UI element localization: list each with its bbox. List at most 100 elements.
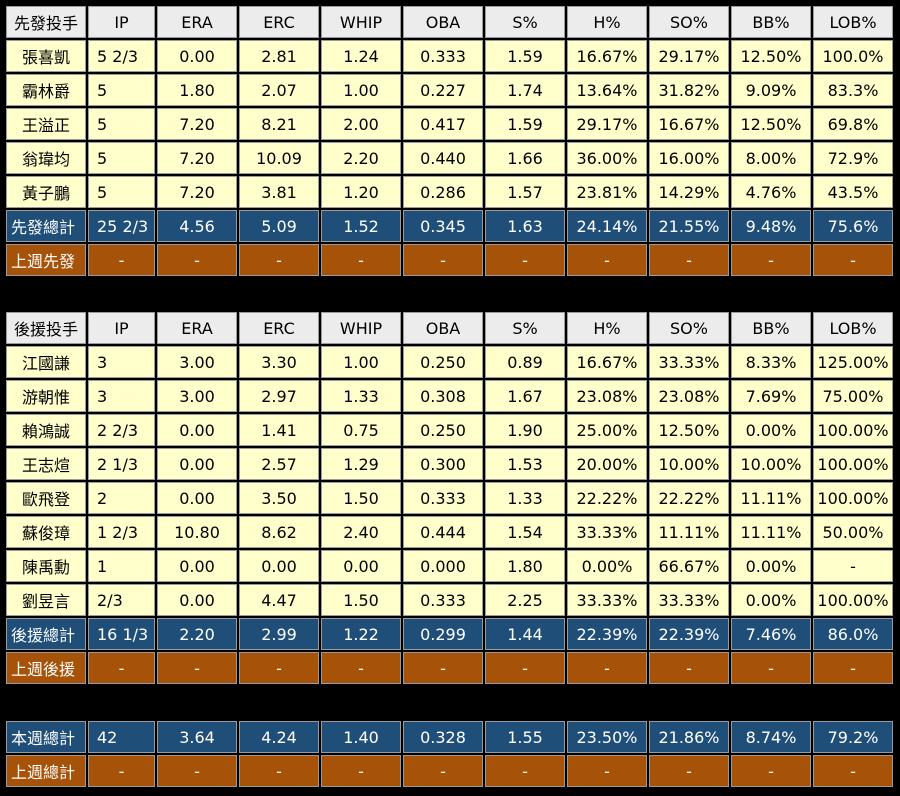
whip-cell: 2.00 — [321, 108, 401, 140]
oba-cell: 0.250 — [403, 346, 483, 378]
so-cell: 31.82% — [649, 74, 729, 106]
col-header-ip: IP — [88, 6, 155, 38]
h-cell: 16.67% — [567, 40, 647, 72]
lob-cell: - — [813, 652, 893, 684]
col-header-lob: LOB% — [813, 6, 893, 38]
starters-prev-week-row: 上週先發 - - - - - - - - - - — [6, 244, 893, 276]
oba-cell: 0.227 — [403, 74, 483, 106]
so-cell: 23.08% — [649, 380, 729, 412]
era-cell: 3.00 — [157, 380, 237, 412]
so-cell: - — [649, 755, 729, 787]
bb-cell: 9.09% — [731, 74, 811, 106]
lob-cell: 50.00% — [813, 516, 893, 548]
ip-cell: 5 — [88, 142, 155, 174]
weekly-prev-row: 上週總計 - - - - - - - - - - — [6, 755, 893, 787]
ip-cell: 3 — [88, 380, 155, 412]
whip-cell: 1.24 — [321, 40, 401, 72]
whip-cell: 1.40 — [321, 721, 401, 753]
whip-cell: 1.00 — [321, 74, 401, 106]
lob-cell: - — [813, 755, 893, 787]
erc-cell: 2.97 — [239, 380, 319, 412]
starters-table: 先發投手 IP ERA ERC WHIP OBA S% H% SO% BB% L… — [4, 4, 895, 278]
col-header-era: ERA — [157, 6, 237, 38]
prev-label: 上週後援 — [6, 652, 86, 684]
so-cell: 11.11% — [649, 516, 729, 548]
col-header-oba: OBA — [403, 6, 483, 38]
erc-cell: 4.24 — [239, 721, 319, 753]
h-cell: 24.14% — [567, 210, 647, 242]
player-name: 王志煊 — [6, 448, 86, 480]
player-name: 陳禹勳 — [6, 550, 86, 582]
h-cell: 33.33% — [567, 584, 647, 616]
col-header-whip: WHIP — [321, 6, 401, 38]
s-cell: 1.44 — [485, 618, 565, 650]
whip-cell: 0.00 — [321, 550, 401, 582]
table-row: 王志煊 2 1/3 0.00 2.57 1.29 0.300 1.53 20.0… — [6, 448, 893, 480]
lob-cell: 100.00% — [813, 414, 893, 446]
so-cell: 22.39% — [649, 618, 729, 650]
bb-cell: 0.00% — [731, 550, 811, 582]
table-row: 劉昱言 2/3 0.00 4.47 1.50 0.333 2.25 33.33%… — [6, 584, 893, 616]
s-cell: 1.57 — [485, 176, 565, 208]
ip-cell: 2 2/3 — [88, 414, 155, 446]
col-header-so: SO% — [649, 312, 729, 344]
col-header-lob: LOB% — [813, 312, 893, 344]
table-row: 王溢正 5 7.20 8.21 2.00 0.417 1.59 29.17% 1… — [6, 108, 893, 140]
erc-cell: 8.62 — [239, 516, 319, 548]
bb-cell: 8.74% — [731, 721, 811, 753]
ip-cell: - — [88, 755, 155, 787]
s-cell: 1.66 — [485, 142, 565, 174]
col-header-h: H% — [567, 312, 647, 344]
bb-cell: 11.11% — [731, 516, 811, 548]
erc-cell: 2.81 — [239, 40, 319, 72]
bb-cell: - — [731, 755, 811, 787]
h-cell: 23.50% — [567, 721, 647, 753]
h-cell: 25.00% — [567, 414, 647, 446]
whip-cell: 1.29 — [321, 448, 401, 480]
total-label: 本週總計 — [6, 721, 86, 753]
col-header-oba: OBA — [403, 312, 483, 344]
bb-cell: 4.76% — [731, 176, 811, 208]
relievers-header-row: 後援投手 IP ERA ERC WHIP OBA S% H% SO% BB% L… — [6, 312, 893, 344]
s-cell: - — [485, 755, 565, 787]
lob-cell: 100.0% — [813, 40, 893, 72]
whip-cell: 1.50 — [321, 584, 401, 616]
bb-cell: 12.50% — [731, 108, 811, 140]
s-cell: - — [485, 652, 565, 684]
player-name: 歐飛登 — [6, 482, 86, 514]
bb-cell: - — [731, 652, 811, 684]
bb-cell: 0.00% — [731, 414, 811, 446]
player-name: 賴鴻誠 — [6, 414, 86, 446]
era-cell: - — [157, 755, 237, 787]
era-cell: 0.00 — [157, 414, 237, 446]
oba-cell: - — [403, 755, 483, 787]
erc-cell: 3.30 — [239, 346, 319, 378]
col-header-whip: WHIP — [321, 312, 401, 344]
bb-cell: 8.33% — [731, 346, 811, 378]
h-cell: - — [567, 652, 647, 684]
whip-cell: 1.22 — [321, 618, 401, 650]
s-cell: 1.74 — [485, 74, 565, 106]
oba-cell: 0.328 — [403, 721, 483, 753]
lob-cell: - — [813, 244, 893, 276]
col-header-erc: ERC — [239, 312, 319, 344]
bb-cell: 7.69% — [731, 380, 811, 412]
so-cell: 12.50% — [649, 414, 729, 446]
oba-cell: - — [403, 244, 483, 276]
bb-cell: 0.00% — [731, 584, 811, 616]
table-row: 霸林爵 5 1.80 2.07 1.00 0.227 1.74 13.64% 3… — [6, 74, 893, 106]
h-cell: 13.64% — [567, 74, 647, 106]
h-cell: 23.08% — [567, 380, 647, 412]
ip-cell: 1 — [88, 550, 155, 582]
oba-cell: 0.444 — [403, 516, 483, 548]
h-cell: - — [567, 755, 647, 787]
so-cell: - — [649, 652, 729, 684]
player-name: 劉昱言 — [6, 584, 86, 616]
ip-cell: 16 1/3 — [88, 618, 155, 650]
s-cell: 1.55 — [485, 721, 565, 753]
lob-cell: 100.00% — [813, 482, 893, 514]
ip-cell: 5 2/3 — [88, 40, 155, 72]
oba-cell: 0.286 — [403, 176, 483, 208]
oba-cell: 0.417 — [403, 108, 483, 140]
era-cell: 3.64 — [157, 721, 237, 753]
